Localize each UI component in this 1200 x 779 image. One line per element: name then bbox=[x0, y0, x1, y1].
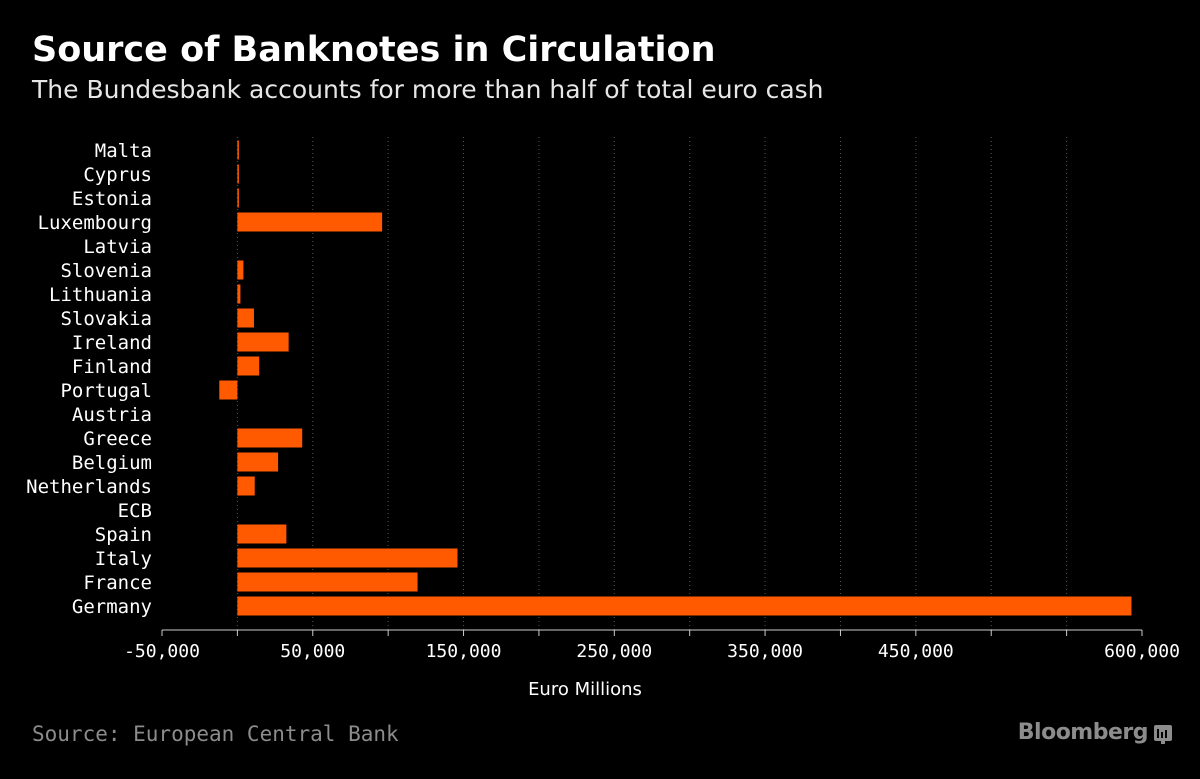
bar bbox=[237, 164, 239, 184]
category-label: Latvia bbox=[83, 236, 152, 258]
category-label: Greece bbox=[83, 428, 152, 450]
bar bbox=[237, 524, 287, 544]
bar bbox=[237, 596, 1132, 616]
category-label: Lithuania bbox=[49, 284, 152, 306]
bar bbox=[237, 428, 303, 448]
source-note: Source: European Central Bank bbox=[32, 722, 399, 746]
bar bbox=[237, 140, 239, 160]
category-label: Germany bbox=[72, 596, 152, 618]
category-label: France bbox=[83, 572, 152, 594]
category-label: Luxembourg bbox=[38, 212, 152, 234]
bar bbox=[237, 260, 244, 280]
x-axis: -50,000 50,000 150,000 250,000 350,000 450,00… bbox=[124, 629, 1180, 662]
bar bbox=[237, 308, 254, 328]
brand-name: Bloomberg bbox=[1017, 720, 1149, 745]
category-label: Ireland bbox=[72, 332, 152, 354]
category-label: Italy bbox=[95, 548, 152, 570]
bar bbox=[237, 356, 260, 376]
category-label: Cyprus bbox=[83, 164, 152, 186]
category-label: Spain bbox=[95, 524, 152, 546]
bar bbox=[237, 332, 289, 352]
x-tick-label: -50,000 bbox=[124, 641, 200, 662]
chart-title: Source of Banknotes in Circulation bbox=[32, 30, 716, 70]
category-label: Slovenia bbox=[60, 260, 152, 282]
bar bbox=[237, 572, 418, 592]
bar bbox=[237, 548, 458, 568]
bar bbox=[237, 452, 279, 472]
bar bbox=[237, 284, 241, 304]
chart-subtitle: The Bundesbank accounts for more than ha… bbox=[32, 75, 824, 104]
bars bbox=[219, 140, 1132, 616]
x-tick-label: 600,000 bbox=[1104, 641, 1180, 662]
x-tick-label: 50,000 bbox=[280, 641, 345, 662]
category-labels: MaltaCyprusEstoniaLuxembourgLatviaSloven… bbox=[26, 140, 152, 618]
bar bbox=[237, 188, 239, 208]
bloomberg-terminal-icon bbox=[1154, 724, 1172, 744]
bar bbox=[219, 380, 238, 400]
category-label: Finland bbox=[72, 356, 152, 378]
x-tick-label: 150,000 bbox=[426, 641, 502, 662]
category-label: Portugal bbox=[60, 380, 152, 402]
category-label: Austria bbox=[72, 404, 152, 426]
x-tick-label: 350,000 bbox=[727, 641, 803, 662]
bar bbox=[237, 476, 255, 496]
x-tick-label: 450,000 bbox=[878, 641, 954, 662]
category-label: Netherlands bbox=[26, 476, 152, 498]
x-tick-label: 250,000 bbox=[576, 641, 652, 662]
category-label: Estonia bbox=[72, 188, 152, 210]
category-label: ECB bbox=[118, 500, 152, 522]
category-label: Belgium bbox=[72, 452, 152, 474]
brand-logo: Bloomberg bbox=[1018, 720, 1172, 745]
category-label: Slovakia bbox=[60, 308, 152, 330]
category-label: Malta bbox=[95, 140, 152, 162]
x-axis-label: Euro Millions bbox=[528, 679, 642, 700]
bar bbox=[237, 212, 383, 232]
